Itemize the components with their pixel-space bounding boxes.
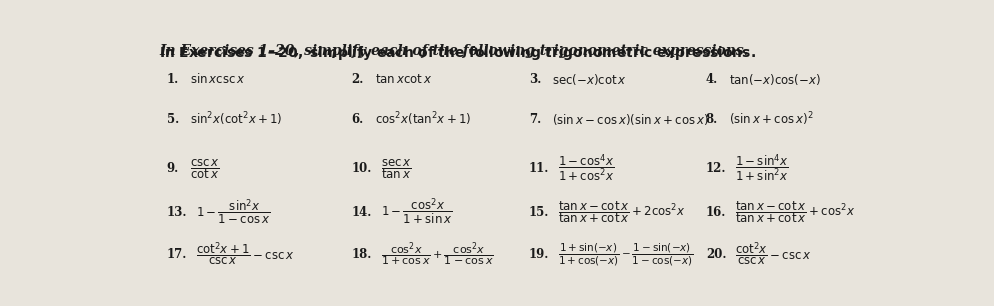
Text: $\sin x\csc x$: $\sin x\csc x$ <box>190 72 246 86</box>
Text: $\dfrac{\tan x-\cot x}{\tan x+\cot x}+2\cos^2\!x$: $\dfrac{\tan x-\cot x}{\tan x+\cot x}+2\… <box>558 200 686 225</box>
Text: $\cos^2\!x(\tan^2\!x+1)$: $\cos^2\!x(\tan^2\!x+1)$ <box>375 110 471 128</box>
Text: $\tan(-x)\cos(-x)$: $\tan(-x)\cos(-x)$ <box>729 72 821 87</box>
Text: $\dfrac{\csc x}{\cot x}$: $\dfrac{\csc x}{\cot x}$ <box>190 157 220 181</box>
Text: $\mathbf{In\ Exercises\ 1{-}20,\ simplify\ each\ of\ the\ following\ trigonometr: $\mathbf{In\ Exercises\ 1{-}20,\ simplif… <box>159 44 755 62</box>
Text: 19.: 19. <box>529 248 549 261</box>
Text: 8.: 8. <box>706 113 718 126</box>
Text: 3.: 3. <box>529 73 541 86</box>
Text: 7.: 7. <box>529 113 541 126</box>
Text: 5.: 5. <box>167 113 179 126</box>
Text: 18.: 18. <box>352 248 372 261</box>
Text: 15.: 15. <box>529 206 549 219</box>
Text: 16.: 16. <box>706 206 727 219</box>
Text: $1-\dfrac{\sin^2\!x}{1-\cos x}$: $1-\dfrac{\sin^2\!x}{1-\cos x}$ <box>196 198 270 227</box>
Text: $\dfrac{\cot^2\!x}{\csc x}-\csc x$: $\dfrac{\cot^2\!x}{\csc x}-\csc x$ <box>736 241 812 268</box>
Text: $\dfrac{1-\cos^4\!x}{1+\cos^2\!x}$: $\dfrac{1-\cos^4\!x}{1+\cos^2\!x}$ <box>558 153 614 185</box>
Text: 10.: 10. <box>352 162 372 175</box>
Text: 17.: 17. <box>167 248 187 261</box>
Text: 11.: 11. <box>529 162 549 175</box>
Text: 20.: 20. <box>706 248 727 261</box>
Text: $\dfrac{1+\sin(-x)}{1+\cos(-x)}-\dfrac{1-\sin(-x)}{1-\cos(-x)}$: $\dfrac{1+\sin(-x)}{1+\cos(-x)}-\dfrac{1… <box>558 241 694 268</box>
Text: In Exercises 1–20, simplify each of the following trigonometric expressions.: In Exercises 1–20, simplify each of the … <box>159 44 748 58</box>
Text: $\dfrac{\sec x}{\tan x}$: $\dfrac{\sec x}{\tan x}$ <box>381 157 412 181</box>
Text: 9.: 9. <box>167 162 179 175</box>
Text: $1-\dfrac{\cos^2\!x}{1+\sin x}$: $1-\dfrac{\cos^2\!x}{1+\sin x}$ <box>381 197 452 227</box>
Text: $(\sin x-\cos x)(\sin x+\cos x)$: $(\sin x-\cos x)(\sin x+\cos x)$ <box>552 112 709 127</box>
Text: $\dfrac{\cos^2\!x}{1+\cos x}+\dfrac{\cos^2\!x}{1-\cos x}$: $\dfrac{\cos^2\!x}{1+\cos x}+\dfrac{\cos… <box>381 241 494 269</box>
Text: $\sin^2\!x(\cot^2\!x+1)$: $\sin^2\!x(\cot^2\!x+1)$ <box>190 110 282 128</box>
Text: $(\sin x+\cos x)^2$: $(\sin x+\cos x)^2$ <box>729 110 813 128</box>
Text: $\tan x\cot x$: $\tan x\cot x$ <box>375 73 432 86</box>
Text: $\dfrac{\tan x-\cot x}{\tan x+\cot x}+\cos^2\!x$: $\dfrac{\tan x-\cot x}{\tan x+\cot x}+\c… <box>736 200 855 225</box>
Text: 12.: 12. <box>706 162 727 175</box>
Text: 1.: 1. <box>167 73 179 86</box>
Text: 14.: 14. <box>352 206 372 219</box>
Text: $\dfrac{\cot^2\!x+1}{\csc x}-\csc x$: $\dfrac{\cot^2\!x+1}{\csc x}-\csc x$ <box>196 241 294 268</box>
Text: 6.: 6. <box>352 113 364 126</box>
Text: 13.: 13. <box>167 206 187 219</box>
Text: $\dfrac{1-\sin^4\!x}{1+\sin^2\!x}$: $\dfrac{1-\sin^4\!x}{1+\sin^2\!x}$ <box>736 153 788 185</box>
Text: 2.: 2. <box>352 73 364 86</box>
Text: $\sec(-x)\cot x$: $\sec(-x)\cot x$ <box>552 72 627 87</box>
Text: 4.: 4. <box>706 73 718 86</box>
